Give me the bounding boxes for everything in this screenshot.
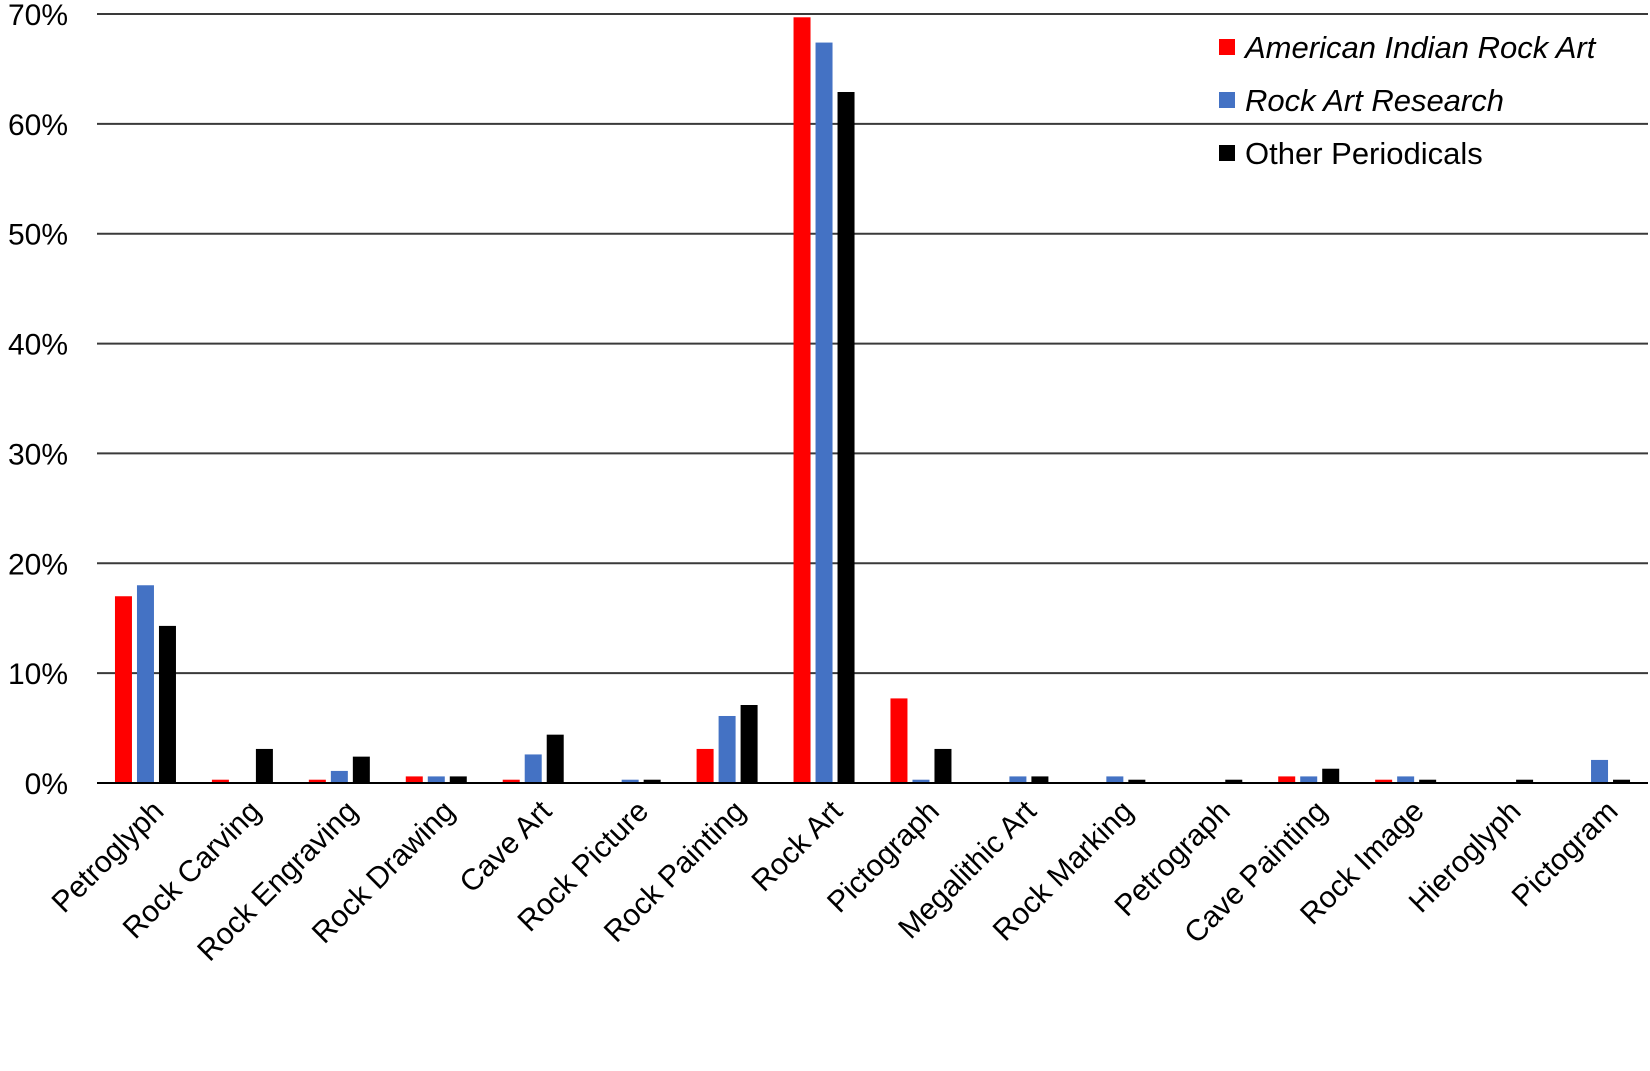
- bar-cave-painting-series-2: [1300, 776, 1318, 783]
- y-tick-label: 30%: [8, 438, 68, 471]
- bar-rock-drawing-series-2: [427, 776, 445, 783]
- bar-rock-art-series-1: [793, 17, 811, 783]
- bar-cave-art-series-3: [546, 734, 564, 783]
- legend-swatch: [1219, 39, 1235, 55]
- bar-petroglyph-series-1: [114, 596, 132, 783]
- bar-petroglyph-series-2: [136, 585, 154, 783]
- bar-pictograph-series-3: [934, 748, 952, 783]
- y-tick-label: 10%: [8, 658, 68, 691]
- bar-rock-picture-series-3: [643, 779, 661, 783]
- bar-pictograph-series-2: [912, 779, 930, 783]
- legend: American Indian Rock Art Rock Art Researc…: [1219, 30, 1597, 171]
- legend-label: Rock Art Research: [1245, 83, 1504, 118]
- bar-rock-art-series-3: [837, 91, 855, 783]
- bar-hieroglyph-series-3: [1516, 779, 1534, 783]
- bar-cave-painting-series-1: [1278, 776, 1296, 783]
- legend-swatch: [1219, 92, 1235, 108]
- bar-rock-drawing-series-3: [449, 776, 467, 783]
- y-tick-label: 70%: [8, 0, 68, 32]
- bar-rock-painting-series-3: [740, 705, 758, 783]
- legend-label: American Indian Rock Art: [1243, 30, 1597, 65]
- bar-rock-engraving-series-1: [308, 779, 326, 783]
- x-tick-label: Pictogram: [1506, 795, 1625, 914]
- bar-rock-carving-series-1: [211, 779, 229, 783]
- bar-cave-art-series-1: [502, 779, 520, 783]
- y-tick-label: 50%: [8, 219, 68, 252]
- bar-petroglyph-series-3: [158, 625, 176, 783]
- bar-megalithic-art-series-2: [1009, 776, 1027, 783]
- y-axis-ticks: 0% 10% 20% 30% 40% 50% 60% 70%: [8, 0, 68, 801]
- bar-pictogram-series-3: [1613, 779, 1631, 783]
- bar-rock-art-series-2: [815, 42, 833, 783]
- legend-swatch: [1219, 145, 1235, 161]
- bar-pictograph-series-1: [890, 698, 908, 783]
- bar-megalithic-art-series-3: [1031, 776, 1049, 783]
- bar-rock-carving-series-3: [255, 748, 273, 783]
- y-tick-label: 60%: [8, 109, 68, 142]
- bar-rock-engraving-series-3: [352, 756, 370, 783]
- bar-rock-image-series-1: [1375, 779, 1393, 783]
- bar-cave-painting-series-3: [1322, 768, 1340, 783]
- bar-rock-engraving-series-2: [330, 770, 348, 783]
- bar-layer: [114, 17, 1631, 783]
- y-tick-label: 20%: [8, 548, 68, 581]
- bar-rock-drawing-series-1: [405, 776, 423, 783]
- legend-label: Other Periodicals: [1245, 136, 1483, 171]
- bar-rock-marking-series-2: [1106, 776, 1124, 783]
- y-tick-label: 40%: [8, 329, 68, 362]
- bar-petrograph-series-3: [1225, 779, 1243, 783]
- bar-rock-painting-series-2: [718, 715, 736, 783]
- y-tick-label: 0%: [25, 768, 68, 801]
- bar-rock-marking-series-3: [1128, 779, 1146, 783]
- bar-cave-art-series-2: [524, 754, 542, 783]
- bar-rock-painting-series-1: [696, 748, 714, 783]
- bar-rock-image-series-2: [1397, 776, 1415, 783]
- bar-pictogram-series-2: [1591, 759, 1609, 783]
- bar-rock-picture-series-2: [621, 779, 639, 783]
- grid-layer: [97, 13, 1648, 675]
- bar-rock-image-series-3: [1419, 779, 1437, 783]
